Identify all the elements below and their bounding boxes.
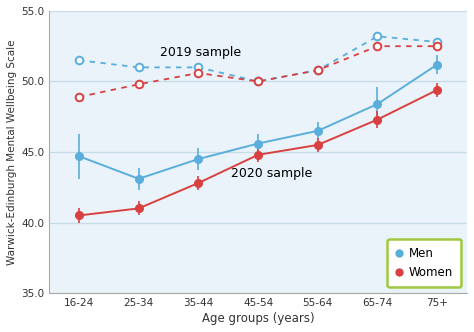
- Text: 2019 sample: 2019 sample: [160, 46, 241, 59]
- Legend: Men, Women: Men, Women: [387, 239, 461, 287]
- Text: 2020 sample: 2020 sample: [231, 167, 312, 180]
- X-axis label: Age groups (years): Age groups (years): [202, 312, 314, 325]
- Y-axis label: Warwick-Edinburgh Mental Wellbeing Scale: Warwick-Edinburgh Mental Wellbeing Scale: [7, 39, 17, 265]
